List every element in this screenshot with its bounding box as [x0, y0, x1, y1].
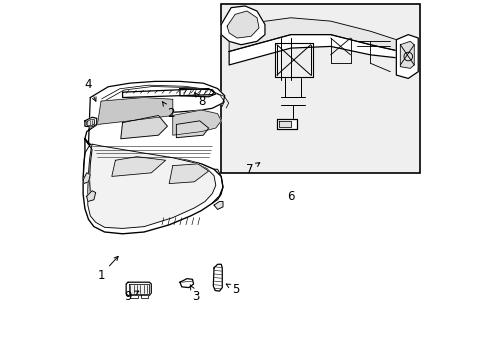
Text: 8: 8 [194, 93, 205, 108]
Polygon shape [180, 89, 215, 97]
Text: 9: 9 [124, 290, 139, 303]
Text: 1: 1 [97, 256, 118, 282]
Polygon shape [214, 202, 223, 210]
Polygon shape [141, 296, 148, 298]
Polygon shape [278, 121, 290, 127]
Polygon shape [400, 41, 413, 68]
Polygon shape [83, 173, 90, 184]
Polygon shape [180, 279, 193, 288]
Polygon shape [172, 110, 221, 135]
Polygon shape [97, 98, 172, 125]
Text: 4: 4 [84, 78, 96, 101]
Polygon shape [130, 296, 137, 298]
Text: 2: 2 [162, 102, 174, 120]
Polygon shape [227, 11, 259, 38]
Text: 7: 7 [245, 163, 259, 176]
Text: 3: 3 [190, 285, 200, 303]
Polygon shape [221, 6, 264, 45]
Polygon shape [112, 157, 165, 176]
Polygon shape [88, 144, 215, 228]
Polygon shape [126, 282, 151, 296]
Polygon shape [176, 121, 208, 138]
Polygon shape [85, 117, 97, 127]
Polygon shape [396, 35, 417, 78]
Polygon shape [229, 35, 400, 65]
Bar [221, 4, 419, 173]
Polygon shape [129, 284, 148, 294]
Polygon shape [169, 164, 208, 184]
Text: 6: 6 [287, 190, 294, 203]
Polygon shape [229, 18, 400, 51]
Polygon shape [83, 139, 223, 234]
Polygon shape [122, 89, 214, 98]
Polygon shape [86, 119, 94, 126]
Polygon shape [213, 264, 222, 291]
Text: 5: 5 [226, 283, 239, 296]
Polygon shape [276, 119, 296, 129]
Polygon shape [86, 191, 96, 202]
Polygon shape [121, 116, 167, 139]
Polygon shape [85, 81, 224, 144]
